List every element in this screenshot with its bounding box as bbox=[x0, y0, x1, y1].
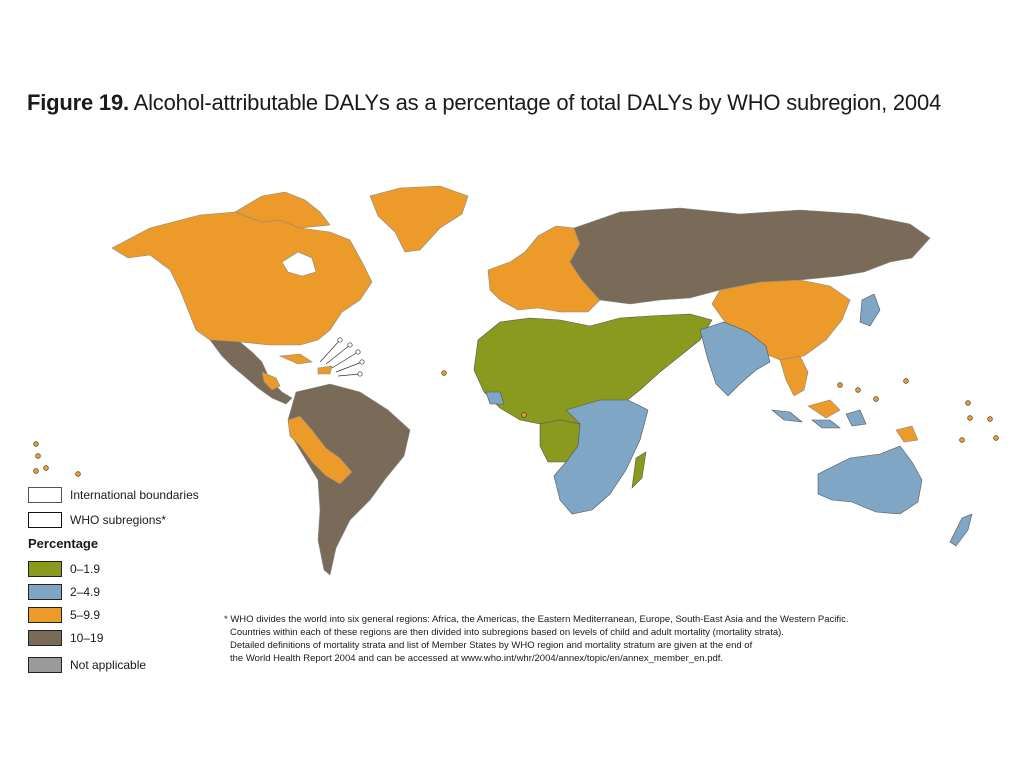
swatch-10-19 bbox=[28, 630, 62, 646]
region-greenland bbox=[369, 185, 469, 253]
footnote-line: the World Health Report 2004 and can be … bbox=[230, 653, 724, 664]
swatch-not-applicable bbox=[28, 657, 62, 673]
swatch-who-subregions bbox=[28, 512, 62, 528]
footnote-line: * WHO divides the world into six general… bbox=[224, 614, 849, 625]
legend-category-1: 2–4.9 bbox=[28, 583, 100, 601]
figure-title-text: Alcohol-attributable DALYs as a percenta… bbox=[133, 90, 942, 115]
region-japan bbox=[859, 293, 881, 327]
legend-label: Not applicable bbox=[70, 658, 147, 672]
region-mexico-central-america bbox=[209, 339, 293, 405]
legend-category-3: 10–19 bbox=[28, 629, 103, 647]
legend-label: 2–4.9 bbox=[70, 585, 101, 599]
swatch-5-9-9 bbox=[28, 607, 62, 623]
page-title: Figure 19. Alcohol-attributable DALYs as… bbox=[27, 90, 941, 116]
legend-label: International boundaries bbox=[70, 488, 199, 502]
region-south-america-east bbox=[287, 383, 411, 576]
region-north-africa-middle-east bbox=[473, 313, 713, 425]
figure-label: Figure 19. bbox=[27, 90, 129, 115]
region-south-east-asia bbox=[779, 355, 919, 443]
region-hudson-bay bbox=[281, 251, 317, 277]
swatch-2-4-9 bbox=[28, 584, 62, 600]
legend-international-boundaries: International boundaries bbox=[28, 486, 199, 504]
swatch-0-1-9 bbox=[28, 561, 62, 577]
swatch-international-boundaries bbox=[28, 487, 62, 503]
region-north-america bbox=[111, 211, 373, 349]
region-madagascar bbox=[631, 451, 647, 489]
legend-category-2: 5–9.9 bbox=[28, 606, 100, 624]
region-new-zealand bbox=[949, 513, 973, 547]
legend-label: 5–9.9 bbox=[70, 608, 101, 622]
legend-category-0: 0–1.9 bbox=[28, 560, 100, 578]
region-canada-north bbox=[234, 191, 331, 229]
region-south-america-west bbox=[287, 415, 353, 485]
region-russia-eastern-europe bbox=[569, 207, 931, 305]
footnote-line: Detailed definitions of mortality strata… bbox=[230, 640, 753, 651]
legend-heading: Percentage bbox=[28, 536, 99, 551]
region-sub-saharan-africa bbox=[553, 399, 649, 515]
region-australia bbox=[817, 445, 923, 515]
legend-label: 10–19 bbox=[70, 631, 104, 645]
legend-who-subregions: WHO subregions* bbox=[28, 511, 166, 529]
region-west-africa bbox=[485, 391, 505, 405]
region-central-america-south bbox=[261, 371, 281, 391]
footnote-line: Countries within each of these regions a… bbox=[230, 627, 784, 638]
legend-label: 0–1.9 bbox=[70, 562, 101, 576]
pacific-islands bbox=[33, 370, 999, 477]
region-south-asia bbox=[699, 321, 771, 397]
legend-category-4: Not applicable bbox=[28, 656, 146, 674]
region-indonesia bbox=[771, 409, 867, 429]
footnote: * WHO divides the world into six general… bbox=[224, 613, 1014, 665]
legend-label: WHO subregions* bbox=[70, 513, 167, 527]
region-caribbean bbox=[278, 353, 333, 375]
caribbean-leader-lines bbox=[319, 337, 365, 377]
